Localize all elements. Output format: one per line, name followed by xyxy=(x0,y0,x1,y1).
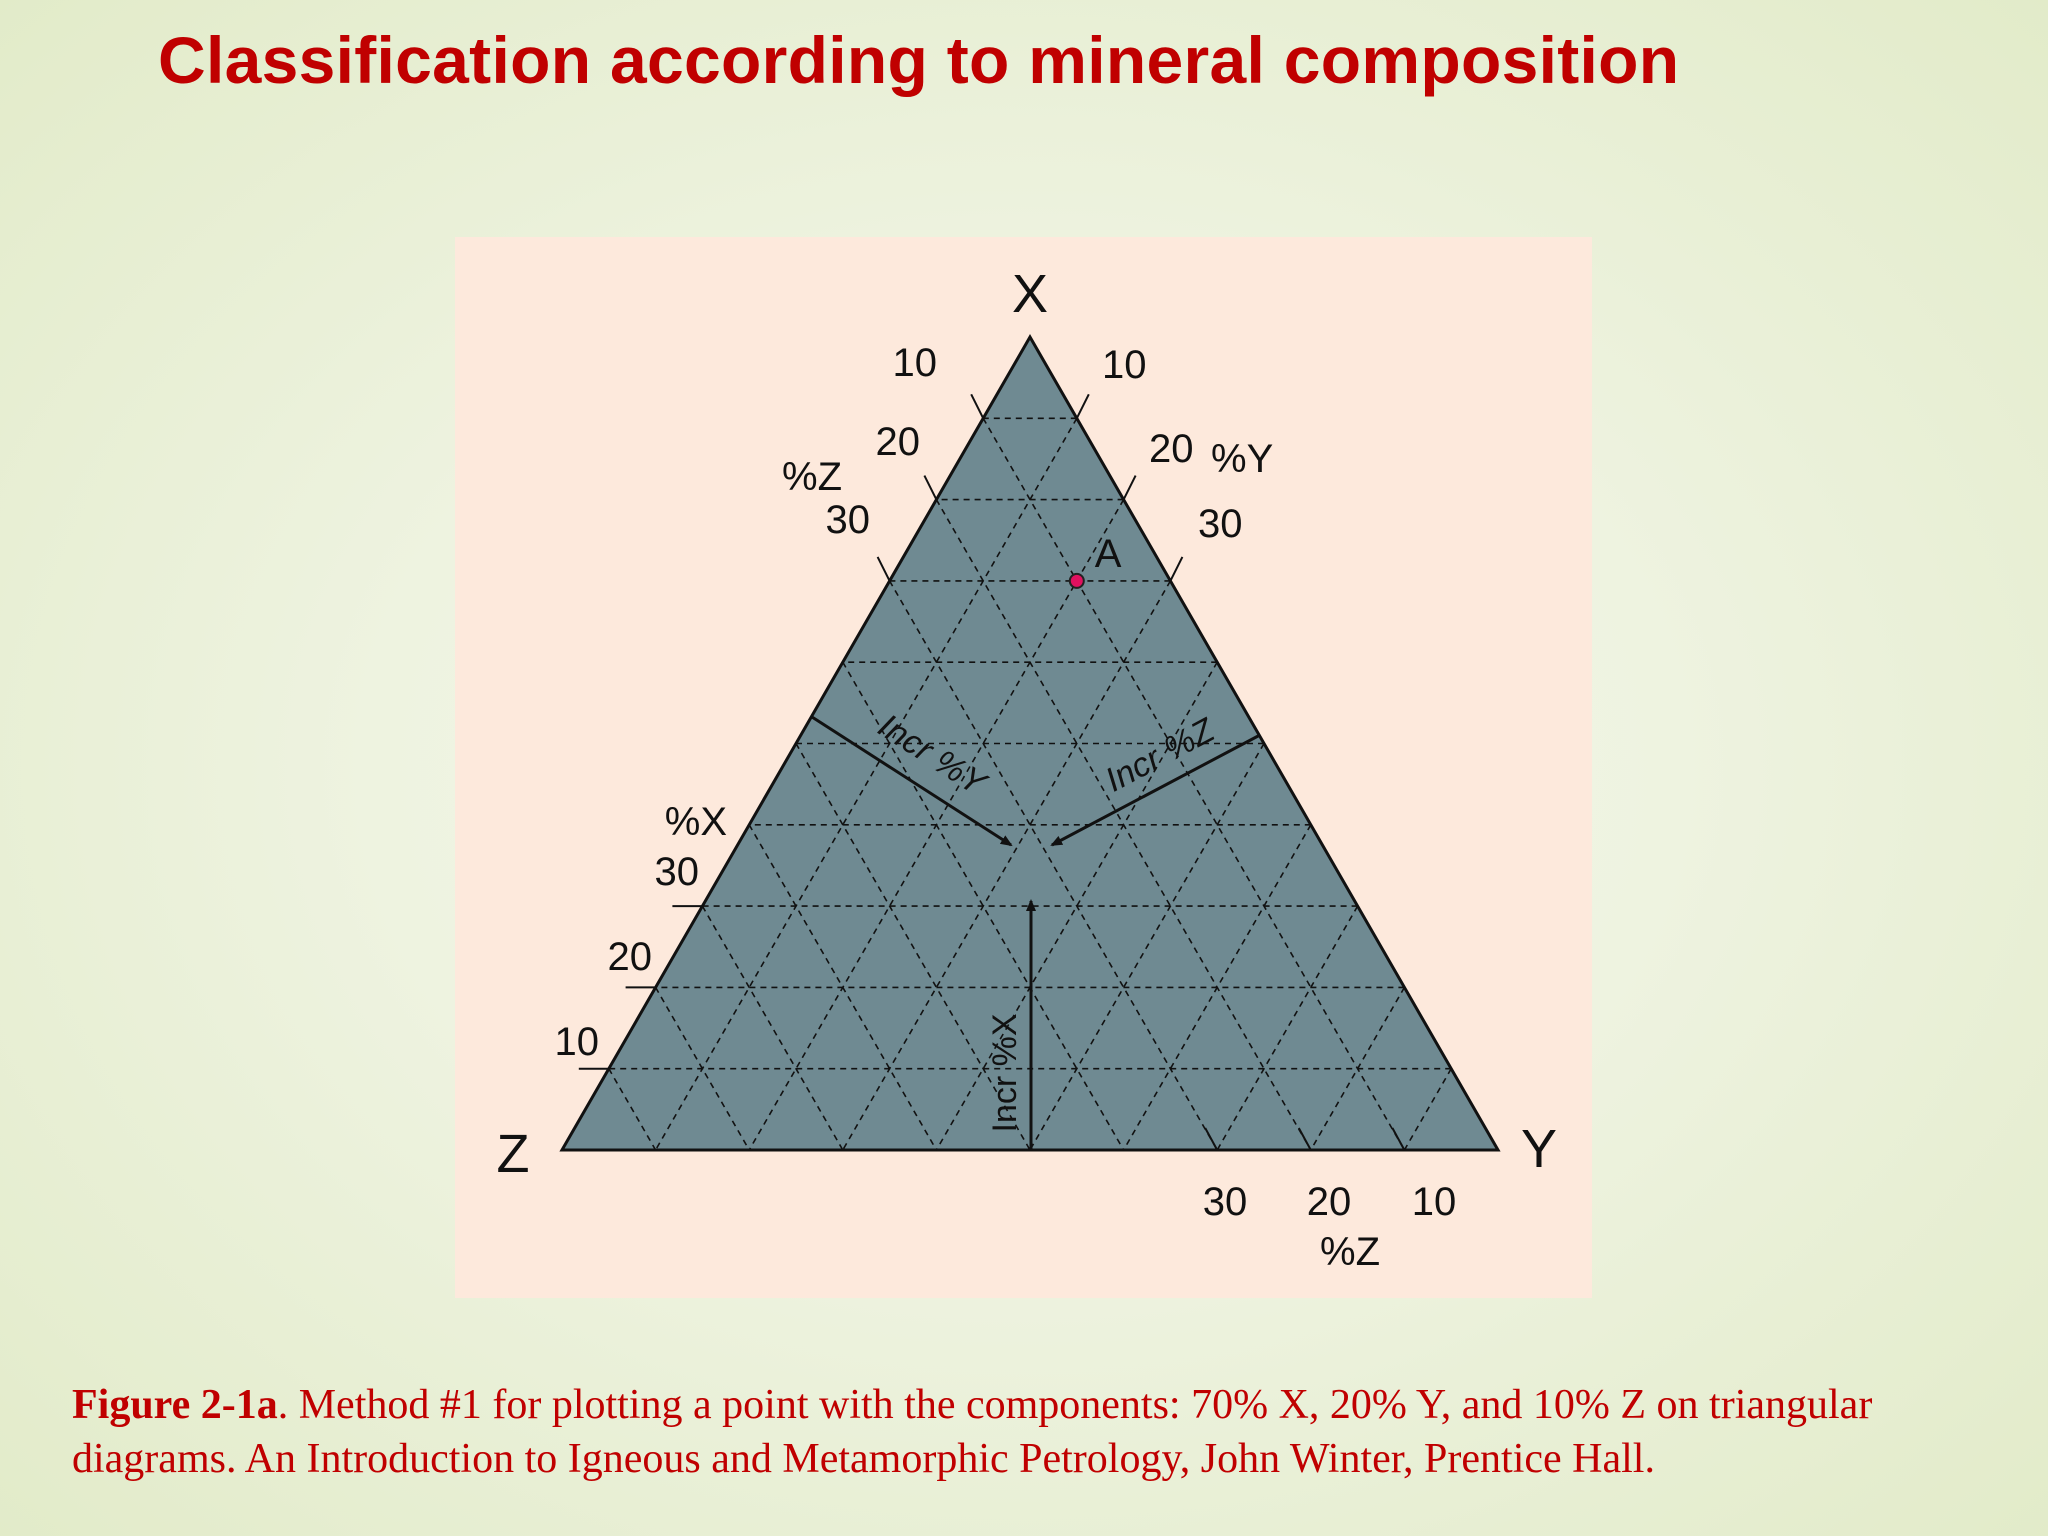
tick-label-bottom-20: 20 xyxy=(1307,1180,1352,1224)
grid-line-y xyxy=(1029,743,1265,1151)
tick-label-y-30: 30 xyxy=(1198,502,1243,546)
axis-title-z-bottom: %Z xyxy=(1320,1230,1380,1274)
tick-label-bottom-10: 10 xyxy=(1412,1180,1457,1224)
tick-label-x-30: 30 xyxy=(655,850,700,894)
vertex-label-z: Z xyxy=(497,1124,530,1184)
caption-figure-number: Figure 2-1a xyxy=(72,1382,278,1428)
tick-y-upper xyxy=(1169,556,1184,582)
vertex-label-x: X xyxy=(1012,264,1048,324)
tick-z-bottom xyxy=(1297,1127,1312,1151)
ternary-diagram: X Y Z 10 20 30 %Z 10 20 %Y 30 %X 30 20 1… xyxy=(497,264,1558,1274)
tick-label-x-20: 20 xyxy=(608,935,653,979)
tick-label-x-10: 10 xyxy=(555,1020,600,1064)
grid-line-z xyxy=(982,417,1406,1151)
point-a-marker xyxy=(1068,572,1085,589)
axis-title-z-upper: %Z xyxy=(782,455,842,499)
tick-z-bottom xyxy=(1204,1127,1219,1151)
edge-ticks xyxy=(578,393,1406,1151)
grid-line-z xyxy=(748,824,938,1151)
axis-title-x: %X xyxy=(665,800,727,844)
tick-y-upper xyxy=(1122,475,1137,501)
arrow-label-incr-x: Incr %X xyxy=(986,1013,1024,1132)
grid-line-z xyxy=(608,1068,657,1151)
arrow-incr-y xyxy=(811,715,1013,847)
caption-text: . Method #1 for plotting a point with th… xyxy=(72,1382,1873,1482)
slide-title: Classification according to mineral comp… xyxy=(158,23,1680,97)
tick-z-upper xyxy=(876,556,891,582)
tick-label-z-20: 20 xyxy=(876,420,921,464)
arrow-incr-z xyxy=(1050,733,1261,847)
tick-label-z-30: 30 xyxy=(826,498,871,542)
tick-label-bottom-30: 30 xyxy=(1203,1180,1248,1224)
tick-z-bottom xyxy=(1391,1127,1406,1151)
figure-caption: Figure 2-1a. Method #1 for plotting a po… xyxy=(72,1378,2002,1486)
ternary-diagram-panel: X Y Z 10 20 30 %Z 10 20 %Y 30 %X 30 20 1… xyxy=(455,237,1592,1298)
grid-line-y xyxy=(1310,987,1406,1151)
grid-line-y xyxy=(1216,905,1359,1151)
point-a-label: A xyxy=(1095,532,1122,576)
grid-line-y xyxy=(1122,824,1312,1151)
vertex-label-y: Y xyxy=(1521,1119,1557,1179)
grid-line-z xyxy=(701,905,844,1151)
grid-line-y xyxy=(1403,1068,1452,1151)
tick-z-upper xyxy=(970,393,985,419)
tick-label-y-10: 10 xyxy=(1102,343,1147,387)
axis-title-y: %Y xyxy=(1211,437,1273,481)
grid-line-y xyxy=(654,417,1078,1151)
tick-y-upper xyxy=(1075,393,1090,419)
grid-line-z xyxy=(795,743,1031,1151)
tick-label-y-20: 20 xyxy=(1149,427,1194,471)
grid-line-z xyxy=(654,987,750,1151)
tick-label-z-10: 10 xyxy=(893,341,938,385)
tick-z-upper xyxy=(923,475,938,501)
